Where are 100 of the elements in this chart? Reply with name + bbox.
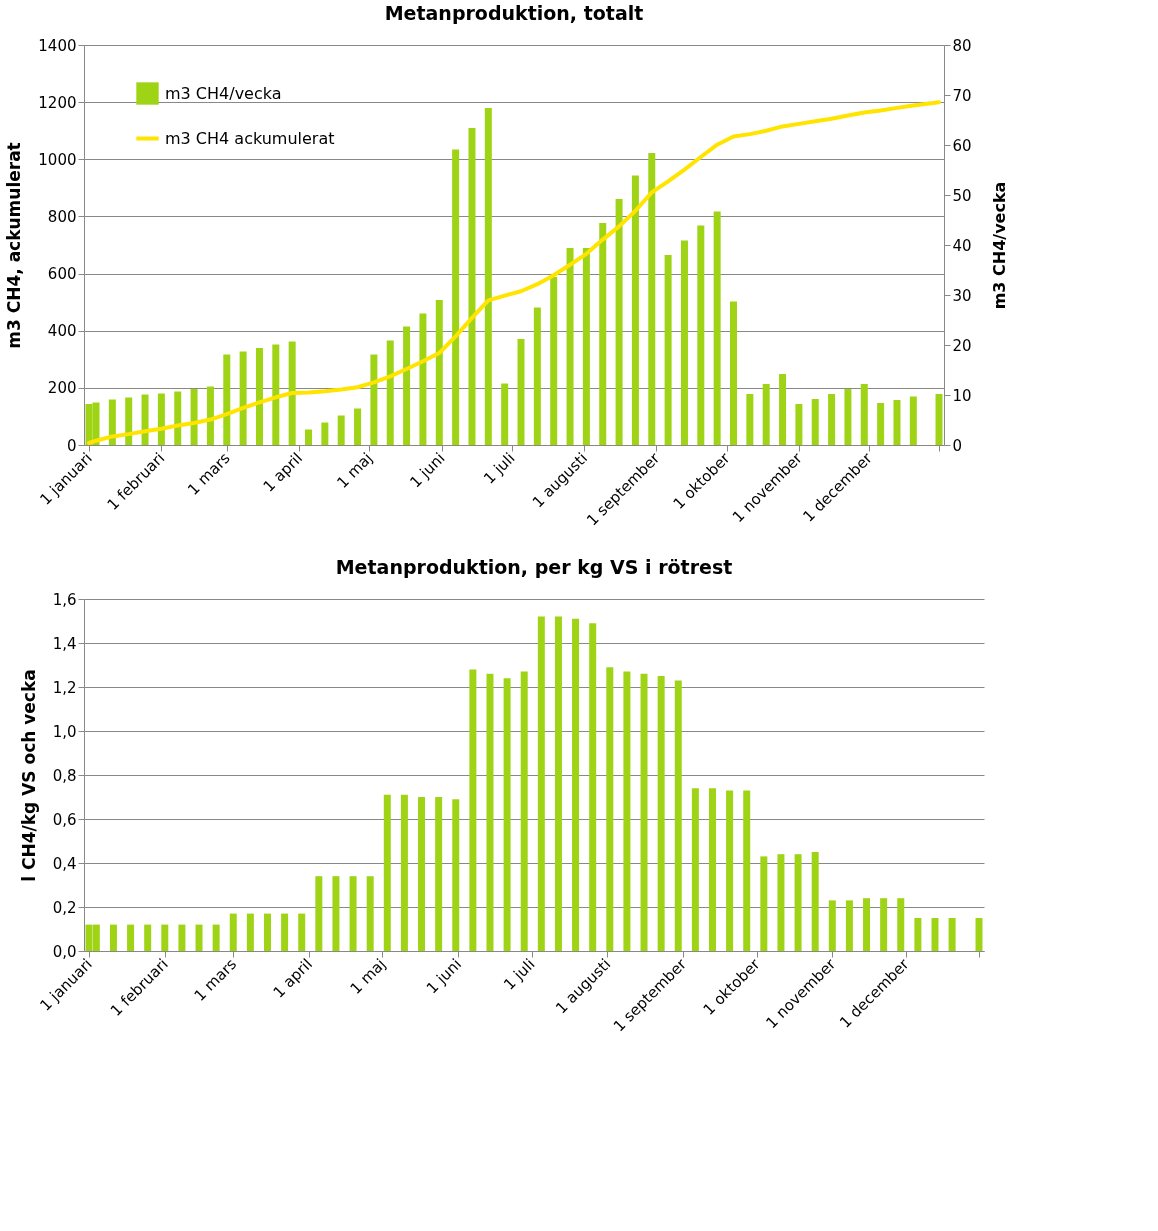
bar [537, 616, 545, 951]
bar [469, 669, 477, 951]
bar [246, 913, 254, 951]
bar [640, 673, 648, 951]
bar [845, 900, 853, 951]
bar [141, 394, 149, 445]
bar [828, 394, 836, 445]
bar [691, 788, 699, 951]
bar [125, 397, 133, 445]
bar [190, 389, 198, 445]
bar [880, 898, 888, 951]
bar [760, 856, 768, 951]
y2-tick-label: 40 [952, 236, 972, 255]
bar [743, 790, 751, 951]
y2-tick-label: 80 [952, 36, 972, 55]
chart-title: Metanproduktion, per kg VS i rötrest [335, 556, 733, 578]
y2-tick-label: 50 [952, 186, 972, 205]
y2-tick-label: 30 [952, 286, 972, 305]
y2-tick-label: 10 [952, 386, 972, 405]
y-tick-label: 1200 [38, 93, 77, 112]
bar [255, 348, 263, 445]
y2-tick-label: 0 [952, 436, 963, 455]
y-tick-label: 0 [66, 436, 77, 455]
bar [349, 876, 357, 951]
bar [762, 384, 770, 445]
y-tick-label: 0,4 [52, 854, 77, 873]
bar [501, 383, 509, 445]
bar [795, 404, 803, 445]
bar [468, 128, 476, 445]
bar [582, 248, 590, 445]
bar [400, 794, 408, 951]
y-tick-label: 1,0 [52, 722, 77, 741]
bar [844, 389, 852, 445]
bar [272, 344, 280, 445]
bar [777, 854, 785, 951]
bar [321, 422, 329, 445]
bar [520, 671, 528, 951]
bar [484, 108, 492, 445]
bar [914, 918, 922, 951]
bar [354, 408, 362, 445]
bar [144, 924, 152, 951]
bar [615, 199, 623, 445]
bar [863, 898, 871, 951]
legend-label: m3 CH4/vecka [165, 83, 282, 103]
bar [332, 876, 340, 951]
bar [435, 797, 443, 951]
bar [713, 211, 721, 445]
bar [533, 307, 541, 445]
legend-label: m3 CH4 ackumulerat [165, 128, 335, 148]
bar [599, 223, 607, 445]
bar [664, 255, 672, 445]
bar [315, 876, 323, 951]
x-tick-label: 1 juli [480, 449, 519, 488]
y-tick-label: 0,6 [52, 810, 77, 829]
bar [674, 680, 682, 951]
bar [657, 676, 665, 951]
bar [726, 790, 734, 951]
bar [486, 673, 494, 951]
bar [452, 799, 460, 951]
bar [281, 913, 289, 951]
bar [206, 386, 214, 445]
bar [195, 924, 203, 951]
bar [418, 797, 426, 951]
bar [730, 301, 738, 445]
y-tick-label: 1400 [38, 36, 77, 55]
bar [419, 313, 427, 445]
y-axis-title: l CH4/kg VS och vecka [18, 669, 39, 882]
bar [435, 300, 443, 445]
bar [229, 913, 237, 951]
bar [403, 326, 411, 445]
bar [386, 340, 394, 445]
y-tick-label: 1,4 [52, 634, 77, 653]
y2-tick-label: 70 [952, 86, 972, 105]
y-tick-label: 0,0 [52, 942, 77, 961]
y-tick-label: 0,8 [52, 766, 77, 785]
y-tick-label: 600 [47, 265, 77, 284]
bar [550, 277, 558, 445]
bar [305, 429, 313, 445]
bar [263, 913, 271, 951]
bar [161, 924, 169, 951]
bar [383, 794, 391, 951]
bar [298, 913, 306, 951]
y2-tick-label: 60 [952, 136, 972, 155]
y-tick-label: 1000 [38, 150, 77, 169]
bar [127, 924, 135, 951]
bar [178, 924, 186, 951]
bar [503, 678, 511, 951]
bar [779, 374, 787, 445]
bar [631, 175, 639, 445]
bar [708, 788, 716, 951]
bar [212, 924, 220, 951]
bar [897, 898, 905, 951]
bar [606, 667, 614, 951]
bar [794, 854, 802, 951]
bar [239, 351, 247, 445]
bar [157, 393, 165, 445]
bar [566, 248, 574, 445]
y-tick-label: 200 [47, 379, 77, 398]
bar [554, 616, 562, 951]
y-tick-label: 400 [47, 322, 77, 341]
